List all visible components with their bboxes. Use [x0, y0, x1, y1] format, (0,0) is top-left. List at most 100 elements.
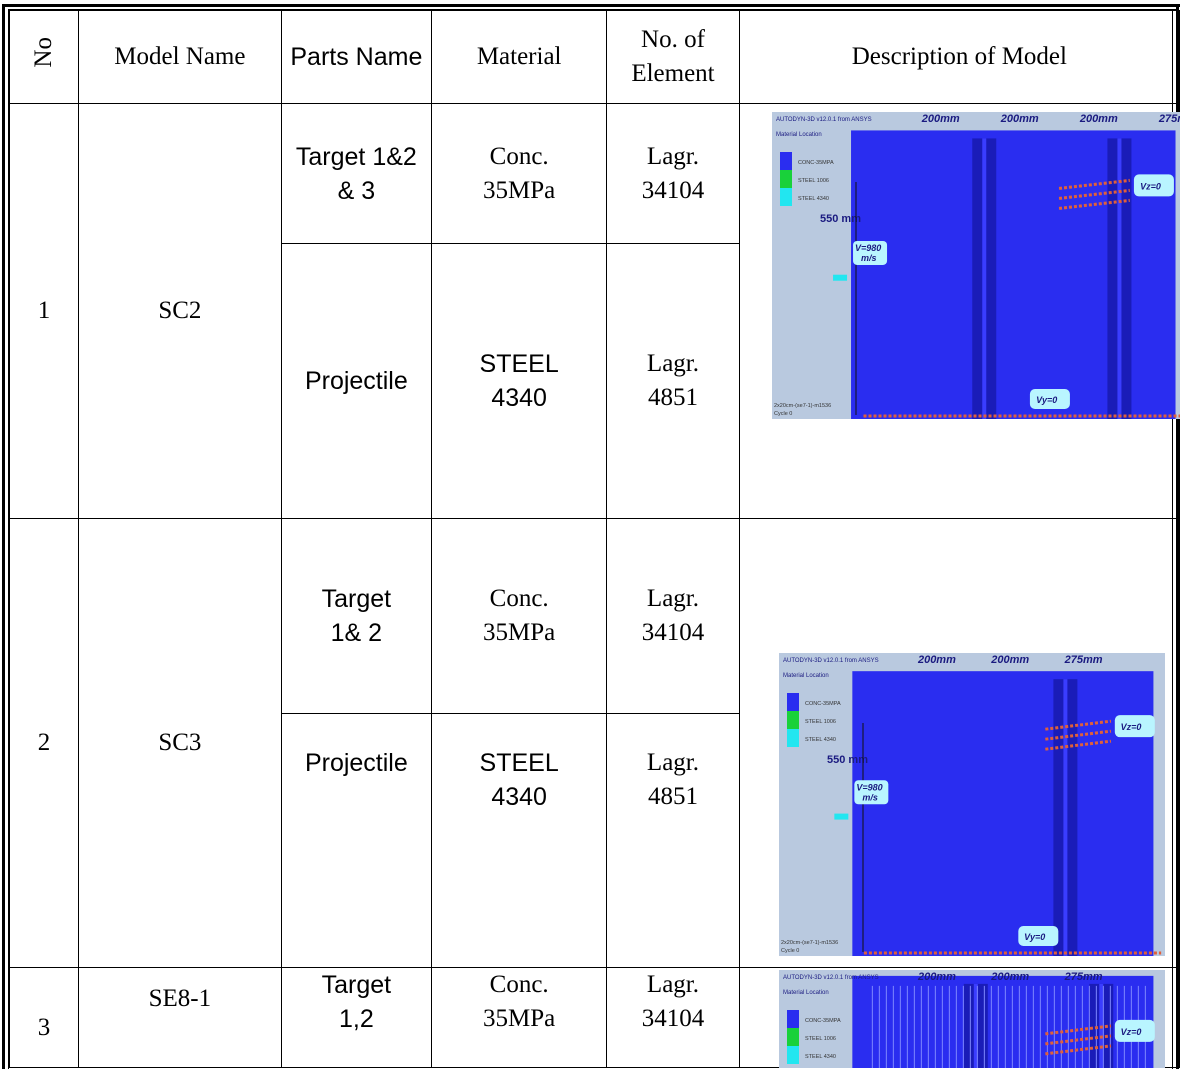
render-title: AUTODYN-3D v12.0.1 from ANSYS	[776, 117, 872, 123]
render-cycle: Cycle 0	[781, 948, 799, 954]
header-parts-name: Parts Name	[280, 10, 433, 104]
bc-callout-top	[1114, 715, 1155, 738]
cell-part: Projectile	[280, 243, 433, 519]
legend-label: CONC-35MPA	[805, 701, 841, 707]
simulation-render: 200mm 200mm 275mm AUTODYN-3D v12.0.1 from A…	[778, 970, 1165, 1068]
table-row: 2 SC3 Target 1& 2 Conc. 35MPa Lagr. 3410…	[8, 518, 1180, 968]
velocity-callout	[852, 240, 887, 265]
dimension-label: 200mm	[1079, 113, 1118, 125]
cell-description: 200mm 200mm 200mm 275mm AUTODYN-3D v12.0.1 f…	[738, 103, 1180, 519]
boundary-arrow	[1044, 1024, 1111, 1036]
legend-swatch	[786, 1046, 799, 1064]
cell-elements: Lagr. 34104	[606, 967, 740, 1068]
render-footer: 2x20cm-(se7-1)-m1536	[774, 403, 831, 409]
cell-elements: Lagr. 4851	[606, 713, 740, 968]
legend-swatch	[786, 693, 799, 711]
cell-no: 1	[8, 103, 80, 519]
cell-material: STEEL 4340	[431, 713, 608, 968]
header-model-name: Model Name	[78, 10, 282, 104]
velocity-callout	[854, 780, 889, 805]
dimension-label: 200mm	[920, 113, 959, 125]
height-label: 550 mm	[820, 213, 861, 225]
dimension-label: 275mm	[1063, 971, 1102, 983]
legend-swatch	[779, 170, 792, 188]
dimension-label: 200mm	[990, 971, 1029, 983]
bc-label-top: Vz=0	[1140, 181, 1161, 191]
cell-elements: Lagr. 34104	[606, 103, 740, 244]
dimension-label: 275mm	[1158, 113, 1180, 125]
render-title: AUTODYN-3D v12.0.1 from ANSYS	[783, 658, 879, 664]
legend-label: STEEL 1006	[798, 178, 829, 184]
bc-label-top: Vz=0	[1120, 722, 1141, 732]
legend-swatch	[786, 711, 799, 729]
legend-label: CONC-35MPA	[798, 160, 834, 166]
cell-material: Conc. 35MPa	[431, 103, 608, 244]
legend-label: CONC-35MPA	[805, 1018, 841, 1024]
simulation-render: 200mm 200mm 200mm 275mm AUTODYN-3D v12.0.1 f…	[771, 112, 1180, 419]
header-no-of-element: No. of Element	[606, 10, 740, 104]
boundary-arrow	[1058, 178, 1130, 190]
legend-label: STEEL 4340	[805, 737, 836, 743]
legend-swatch	[786, 1028, 799, 1046]
legend-title: Material Location	[783, 673, 829, 679]
cell-description: 200mm 200mm 275mm AUTODYN-3D v12.0.1 from A…	[738, 967, 1180, 1068]
bc-label-top: Vz=0	[1120, 1027, 1141, 1037]
legend-swatch	[786, 1010, 799, 1028]
concrete-block	[852, 671, 1154, 956]
bc-label-bottom: Vy=0	[1024, 932, 1045, 942]
header-no: No	[8, 10, 80, 104]
boundary-arrow	[1044, 739, 1111, 751]
bc-callout-top	[1133, 174, 1174, 197]
velocity-unit: m/s	[862, 792, 878, 802]
height-label: 550 mm	[827, 754, 868, 766]
dimension-label: 200mm	[917, 654, 956, 666]
cell-no: 3	[8, 967, 80, 1068]
table-row: Projectile STEEL 4340 Lagr. 4851	[10, 243, 1180, 519]
slab-edge	[1117, 138, 1122, 419]
dimension-label: 200mm	[917, 971, 956, 983]
cell-no: 2	[8, 518, 80, 968]
table-row: Projectile STEEL 4340 Lagr. 4851	[10, 713, 1180, 968]
boundary-arrow	[1044, 1034, 1111, 1046]
bc-callout-bottom	[1018, 926, 1059, 946]
cell-elements: Lagr. 4851	[606, 243, 740, 519]
legend-swatch	[779, 188, 792, 206]
table-row: 3 SE8-1 Target 1,2 Conc. 35MPa Lagr. 341…	[8, 967, 1180, 1068]
legend-label: STEEL 1006	[805, 1036, 836, 1042]
border-line	[2, 4, 5, 1069]
legend-label: STEEL 4340	[798, 196, 829, 202]
dimension-label: 200mm	[1000, 113, 1039, 125]
velocity-unit: m/s	[861, 253, 877, 263]
cell-material: Conc. 35MPa	[431, 518, 608, 714]
render-footer: 2x20cm-(se7-1)-m1536	[781, 940, 838, 946]
cell-part: Projectile	[280, 713, 433, 968]
cell-material: Conc. 35MPa	[431, 967, 608, 1068]
boundary-arrow	[1044, 729, 1111, 741]
slab-edge	[1063, 679, 1068, 956]
legend-title: Material Location	[783, 990, 829, 996]
simulation-render: 200mm 200mm 275mm AUTODYN-3D v12.0.1 from A…	[778, 653, 1165, 956]
legend-swatch	[786, 729, 799, 747]
model-table: No Model Name Parts Name Material No. of…	[8, 10, 1180, 1068]
cell-elements: Lagr. 34104	[606, 518, 740, 714]
legend-swatch	[779, 152, 792, 170]
header-material: Material	[431, 10, 608, 104]
velocity-label: V=980	[856, 782, 882, 792]
cell-material: STEEL 4340	[431, 243, 608, 519]
bc-label-bottom: Vy=0	[1036, 395, 1057, 405]
model-figure: 200mm 200mm 275mm AUTODYN-3D v12.0.1 from A…	[778, 653, 1165, 956]
cell-model-name: SC3	[78, 518, 282, 968]
legend-label: STEEL 4340	[805, 1054, 836, 1060]
dimension-label: 200mm	[990, 654, 1029, 666]
boundary-arrow	[1044, 719, 1111, 731]
table-row: 1 SC2 Target 1&2 & 3 Conc. 35MPa Lagr. 3…	[8, 103, 1180, 519]
projectile	[834, 813, 849, 820]
boundary-arrow	[1058, 188, 1130, 200]
render-title: AUTODYN-3D v12.0.1 from ANSYS	[783, 975, 879, 981]
header-row: No Model Name Parts Name Material No. of…	[8, 10, 1180, 104]
cell-part: Target 1&2 & 3	[280, 103, 433, 244]
legend-title: Material Location	[776, 132, 822, 138]
bc-callout-bottom	[1029, 389, 1070, 409]
border-line	[8, 9, 1176, 10]
